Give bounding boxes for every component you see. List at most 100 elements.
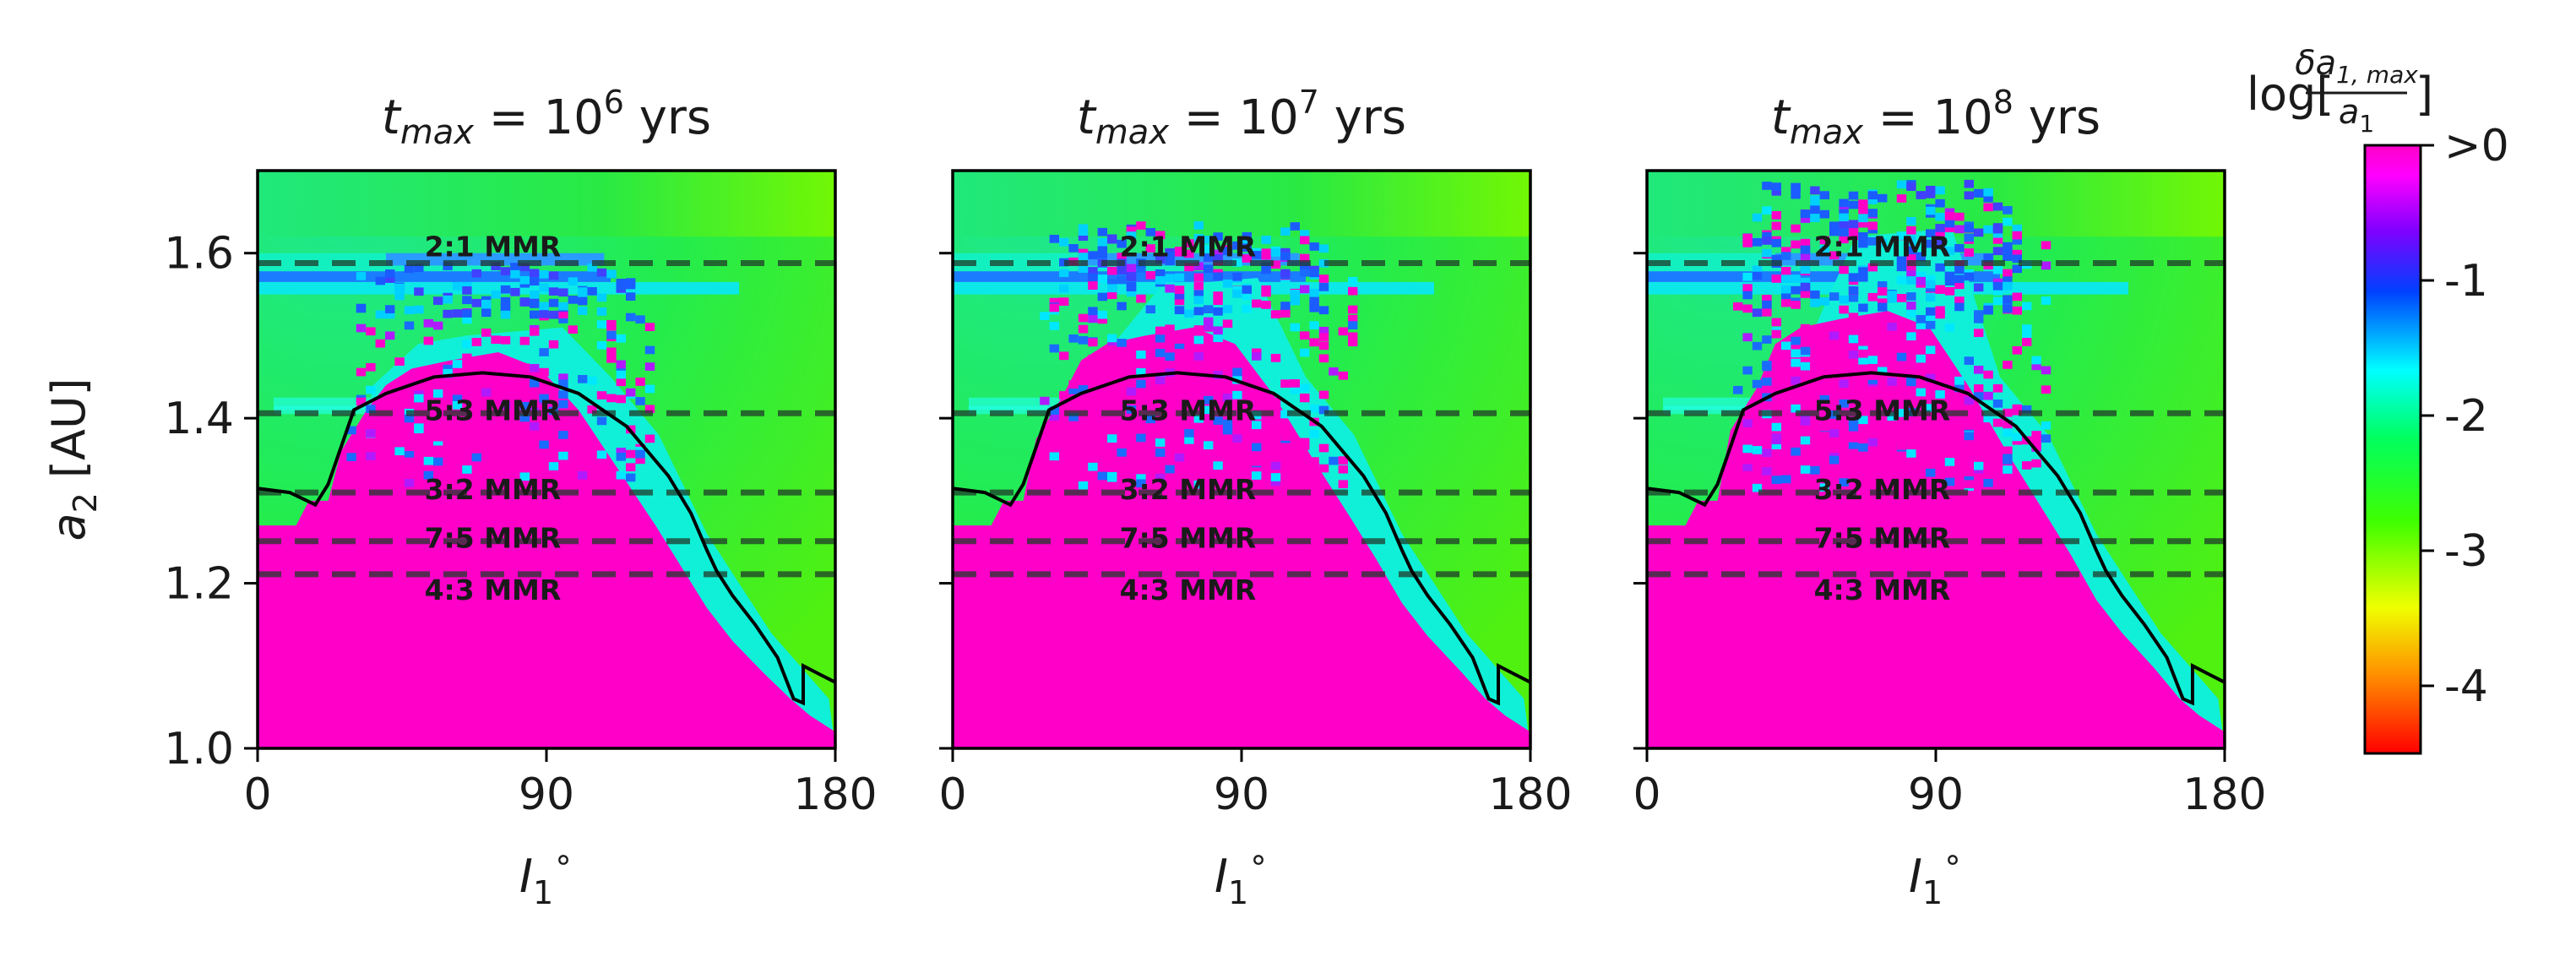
noise-cell [1926, 229, 1936, 238]
noise-cell [385, 331, 395, 340]
unstable-lower [953, 583, 1364, 748]
noise-cell [530, 269, 540, 278]
noise-cell [1300, 459, 1310, 468]
noise-cell [1232, 390, 1242, 400]
noise-cell [1174, 285, 1185, 294]
noise-cell [1771, 416, 1781, 425]
noise-cell [1839, 424, 1849, 433]
noise-cell [1839, 235, 1849, 244]
noise-cell [356, 323, 367, 333]
noise-cell [606, 319, 617, 329]
noise-cell [1232, 258, 1242, 267]
noise-cell [519, 336, 530, 345]
noise-cell [1771, 187, 1781, 196]
noise-cell [1117, 239, 1127, 248]
noise-cell [1126, 361, 1137, 369]
noise-cell [1867, 263, 1878, 272]
noise-cell [481, 329, 492, 337]
noise-cell [558, 379, 568, 389]
x-axis-label: I1∘ [519, 840, 573, 911]
noise-cell [510, 263, 520, 271]
noise-cell [510, 269, 520, 279]
noise-cell [616, 281, 626, 290]
noise-cell [1126, 448, 1137, 458]
noise-cell [1926, 280, 1936, 289]
noise-cell [1839, 265, 1849, 275]
noise-cell [1992, 202, 2003, 211]
noise-cell [1926, 275, 1936, 284]
noise-cell [539, 367, 549, 377]
colorbar-tick-label: -4 [2444, 661, 2488, 712]
noise-cell [491, 290, 501, 299]
noise-cell [635, 378, 645, 386]
noise-cell [558, 310, 568, 318]
noise-cell [1810, 195, 1820, 204]
noise-cell [394, 283, 405, 292]
noise-cell [1791, 275, 1801, 283]
noise-cell [1848, 231, 1859, 241]
noise-cell [1078, 384, 1089, 394]
noise-cell [606, 394, 617, 403]
noise-cell [1926, 373, 1936, 383]
noise-cell [443, 368, 453, 378]
noise-cell [1887, 323, 1897, 331]
noise-cell [1954, 225, 1965, 234]
noise-cell [1088, 338, 1098, 347]
noise-cell [2022, 329, 2032, 339]
noise-cell [1752, 483, 1763, 492]
noise-cell [1300, 285, 1310, 294]
noise-cell [414, 425, 424, 434]
noise-cell [1887, 378, 1897, 386]
noise-cell [1906, 246, 1916, 255]
noise-cell [1791, 190, 1801, 199]
noise-cell [1858, 231, 1868, 241]
noise-cell [2022, 405, 2032, 414]
noise-cell [1174, 247, 1185, 255]
noise-cell [404, 433, 415, 443]
noise-cell [1107, 481, 1117, 491]
noise-cell [644, 323, 655, 331]
noise-cell [1078, 232, 1089, 242]
stability-boundary-curve [953, 371, 1530, 706]
noise-cell [1193, 291, 1204, 299]
noise-cell [1204, 253, 1214, 262]
noise-cell [1810, 214, 1820, 223]
noise-cell [1762, 416, 1772, 425]
noise-cell [1771, 221, 1781, 231]
noise-cell [1232, 289, 1242, 298]
noise-cell [1752, 237, 1763, 247]
noise-cell [471, 442, 481, 451]
noise-cell [635, 397, 645, 405]
x-tick-label: 90 [1908, 769, 1964, 820]
noise-cell [1348, 321, 1358, 329]
noise-cell [1088, 307, 1098, 316]
noise-cell [356, 303, 367, 313]
noise-cell [1270, 353, 1281, 362]
noise-cell [1858, 443, 1868, 452]
noise-cell [462, 286, 472, 295]
noise-cell [1858, 239, 1868, 248]
noise-cell [2041, 366, 2052, 375]
noise-cell [1733, 385, 1743, 394]
noise-cell [1290, 379, 1300, 388]
noise-cell [366, 452, 376, 461]
noise-cell [1145, 244, 1155, 253]
noise-cell [1348, 338, 1358, 347]
resonance-label: 3:2 MMR [1120, 473, 1257, 506]
noise-cell [1839, 228, 1849, 236]
noise-cell [1848, 422, 1859, 432]
noise-cell [1896, 194, 1907, 203]
noise-cell [1155, 362, 1166, 371]
noise-cell [1800, 361, 1811, 371]
noise-cell [1117, 253, 1127, 261]
noise-cell [414, 287, 424, 296]
noise-cell [491, 474, 501, 483]
noise-cell [1752, 271, 1763, 280]
noise-cell [1983, 203, 1993, 212]
noise-cell [1222, 419, 1233, 428]
noise-cell [1309, 404, 1319, 413]
noise-cell [1107, 471, 1117, 481]
noise-cell [1318, 341, 1329, 351]
noise-cell [1318, 464, 1329, 473]
noise-cell [616, 394, 626, 404]
